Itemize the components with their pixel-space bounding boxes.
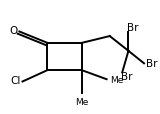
- Text: Me: Me: [110, 75, 123, 84]
- Text: Br: Br: [146, 59, 157, 69]
- Text: Cl: Cl: [11, 76, 21, 86]
- Text: Br: Br: [127, 23, 138, 33]
- Text: O: O: [9, 26, 17, 36]
- Text: Br: Br: [121, 71, 132, 81]
- Text: Me: Me: [75, 98, 88, 106]
